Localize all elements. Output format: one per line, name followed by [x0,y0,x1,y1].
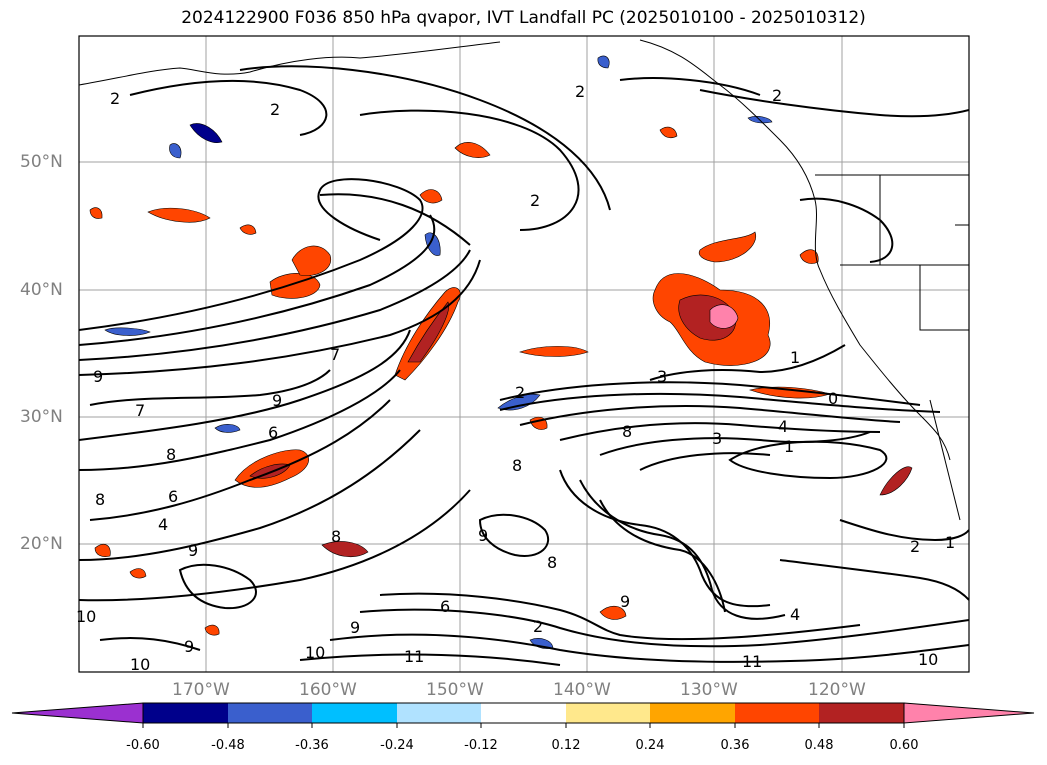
map-field [79,36,969,672]
contour-label: 1 [790,348,800,367]
contour-label: 4 [778,417,788,436]
contour-label: 8 [512,456,522,475]
colorbar-segment [481,703,566,723]
contour-label: 4 [158,515,168,534]
contour-label: 10 [76,607,96,626]
contour-label: 7 [135,401,145,420]
contour-label: 9 [478,526,488,545]
contour-label: 6 [268,423,278,442]
colorbar-segment [566,703,650,723]
colorbar-tick-label: 0.60 [889,738,919,753]
contour-label: 2 [530,191,540,210]
contour-label: 1 [945,533,955,552]
colorbar-tick-label: -0.12 [464,738,498,753]
colorbar-tick-label: 0.12 [551,738,581,753]
contour-label: 8 [166,445,176,464]
lon-label: 140°W [553,680,611,700]
colorbar-tick-label: -0.60 [126,738,160,753]
contour-label: 8 [547,553,557,572]
lon-label: 170°W [172,680,230,700]
colorbar-segment [650,703,735,723]
contour-label: 10 [918,650,938,669]
lon-label: 130°W [680,680,738,700]
contour-label: 2 [910,537,920,556]
contour-label: 3 [657,367,667,386]
contour-label: 9 [272,391,282,410]
contour-label: 2 [575,82,585,101]
contour-label: 7 [330,345,340,364]
contour-label: 9 [188,541,198,560]
contour-label: 2 [533,617,543,636]
colorbar-segment [735,703,819,723]
contour-label: 2 [772,86,782,105]
colorbar-tick-label: 0.24 [635,738,665,753]
contour-label-group: 2 2 2 2 2 2 2 3 7 9 9 6 7 8 8 6 4 8 9 10… [76,82,955,674]
colorbar-segment [228,703,312,723]
contour-label: 0 [828,389,838,408]
lat-label: 20°N [20,534,63,554]
lon-label: 160°W [299,680,357,700]
lat-label: 40°N [20,280,63,300]
colorbar-segment [312,703,397,723]
contour-label: 11 [742,652,762,671]
contour-label: 8 [95,490,105,509]
colorbar-tick-label: 0.36 [720,738,750,753]
contour-label: 6 [168,487,178,506]
colorbar-segment [397,703,481,723]
lat-label: 30°N [20,407,63,427]
contour-label: 10 [305,643,325,662]
contour-label: 11 [404,647,424,666]
colorbar-frame [142,702,905,724]
qvapor-patches [89,55,913,649]
colorbar-segment [143,703,228,723]
contour-label: 9 [93,367,103,386]
lat-label: 50°N [20,152,63,172]
colorbar-extend-high [903,702,1035,724]
colorbar-tick-label: -0.24 [380,738,414,753]
colorbar [11,702,1035,728]
colorbar-segment [819,703,904,723]
coastlines [79,39,969,521]
contour-label: 1 [784,437,794,456]
contour-label: 2 [515,383,525,402]
lon-label: 120°W [808,680,866,700]
contour-label: 10 [130,655,150,674]
colorbar-tick-label: -0.48 [211,738,245,753]
contour-label: 2 [270,100,280,119]
map-title: 2024122900 F036 850 hPa qvapor, IVT Land… [181,8,866,28]
colorbar-tick-label: -0.36 [295,738,329,753]
colorbar-extend-low [11,702,144,724]
contour-label: 6 [440,597,450,616]
contour-label: 3 [712,429,722,448]
colorbar-tick-label: 0.48 [804,738,834,753]
contour-label: 8 [331,527,341,546]
contour-label: 8 [622,422,632,441]
contour-label: 9 [350,618,360,637]
ivt-contours [79,65,969,666]
contour-label: 2 [110,89,120,108]
lon-label: 150°W [426,680,484,700]
contour-label: 4 [790,605,800,624]
plot-frame [78,35,970,673]
contour-label: 9 [184,637,194,656]
contour-label: 9 [620,592,630,611]
